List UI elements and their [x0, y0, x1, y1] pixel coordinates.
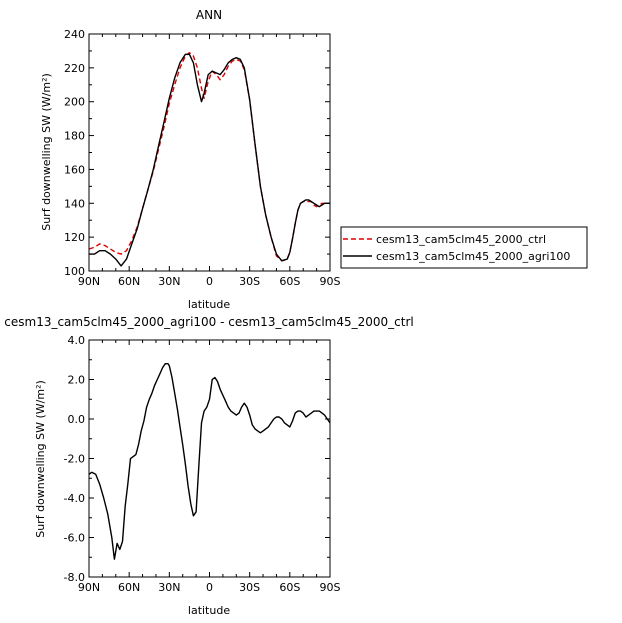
legend-ctrl-label: cesm13_cam5clm45_2000_ctrl	[376, 233, 546, 246]
top-y-axis-label: Surf downwelling SW (W/m²)	[40, 73, 53, 231]
bottom-y-tick-label: -4.0	[64, 492, 85, 505]
top-y-tick-label: 240	[64, 28, 85, 41]
top-y-tick-label: 180	[64, 130, 85, 143]
top-y-tick-label: 120	[64, 231, 85, 244]
bottom-series-line-0	[88, 363, 331, 560]
top-x-tick-label: 60S	[279, 275, 300, 288]
top-series-line-1	[89, 53, 330, 267]
bottom-x-tick-label: 60S	[279, 581, 300, 594]
top-x-tick-label: 90N	[78, 275, 100, 288]
bottom-y-tick-label: -6.0	[64, 532, 85, 545]
bottom-x-tick-label: 30S	[239, 581, 260, 594]
bottom-x-tick-label: 0	[206, 581, 213, 594]
bottom-panel: cesm13_cam5clm45_2000_agri100 - cesm13_c…	[4, 315, 413, 617]
top-panel: ANN Surf downwelling SW (W/m²) latitude …	[40, 8, 341, 311]
top-x-tick-label: 30S	[239, 275, 260, 288]
top-x-tick-label: 0	[206, 275, 213, 288]
top-y-tick-label: 220	[64, 62, 85, 75]
bottom-x-tick-label: 60N	[118, 581, 140, 594]
bottom-y-tick-label: -2.0	[64, 453, 85, 466]
top-plot-frame	[88, 33, 331, 272]
bottom-y-tick-label: 2.0	[68, 374, 86, 387]
legend-box	[340, 226, 588, 269]
top-x-tick-label: 30N	[158, 275, 180, 288]
top-x-tick-label: 90S	[320, 275, 341, 288]
bottom-x-axis-label: latitude	[188, 604, 230, 617]
bottom-x-tick-label: 90N	[78, 581, 100, 594]
top-y-tick-label: 140	[64, 197, 85, 210]
bottom-x-tick-label: 90S	[320, 581, 341, 594]
top-y-tick-label: 200	[64, 96, 85, 109]
top-chart-title: ANN	[196, 8, 222, 22]
bottom-y-tick-label: 4.0	[68, 334, 86, 347]
bottom-y-axis-label: Surf downwelling SW (W/m²)	[34, 380, 47, 538]
top-x-axis-label: latitude	[188, 298, 230, 311]
bottom-y-tick-label: 0.0	[68, 413, 86, 426]
bottom-x-tick-label: 30N	[158, 581, 180, 594]
bottom-plot-frame	[88, 339, 331, 578]
top-y-tick-label: 160	[64, 163, 85, 176]
top-x-tick-label: 60N	[118, 275, 140, 288]
legend: cesm13_cam5clm45_2000_ctrl cesm13_cam5cl…	[340, 226, 588, 269]
top-y-tick-label: 100	[64, 265, 85, 278]
legend-agri-label: cesm13_cam5clm45_2000_agri100	[376, 250, 570, 263]
bottom-y-tick-label: -8.0	[64, 571, 85, 584]
bottom-chart-title: cesm13_cam5clm45_2000_agri100 - cesm13_c…	[4, 315, 413, 329]
